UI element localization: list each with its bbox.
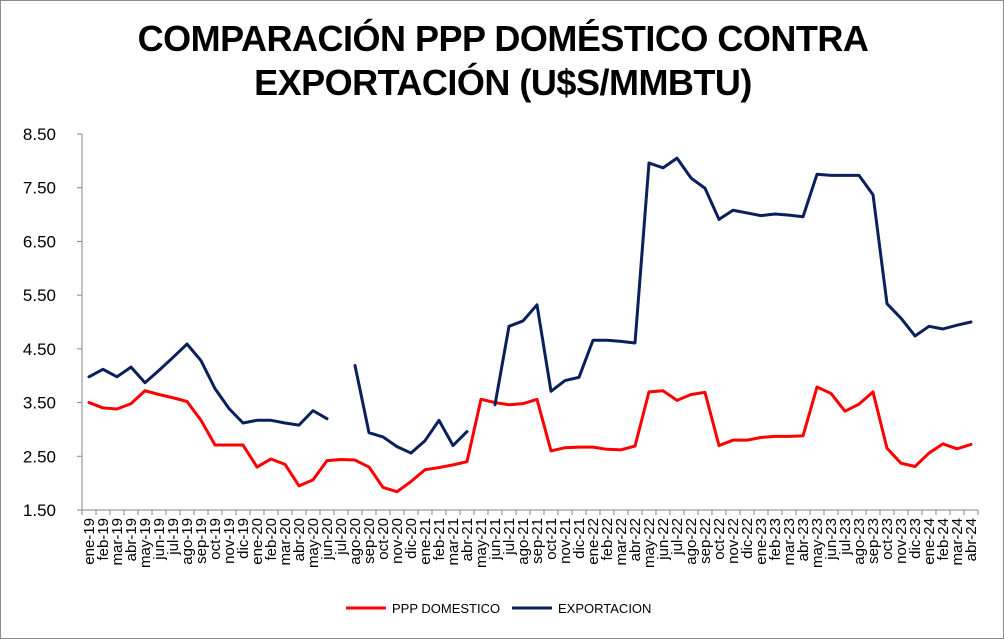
- x-tick-label: ago-22: [683, 518, 700, 565]
- x-tick-label: abr-21: [459, 518, 476, 561]
- x-tick-label: jun-19: [151, 518, 168, 561]
- x-tick-label: sep-19: [193, 518, 210, 564]
- chart-title-line-1: COMPARACIÓN PPP DOMÉSTICO CONTRA: [137, 18, 869, 59]
- y-tick-label: 7.50: [23, 179, 56, 198]
- x-tick-label: ene-23: [753, 518, 770, 565]
- x-tick-label: feb-24: [935, 518, 952, 561]
- x-tick-label: ago-23: [851, 518, 868, 565]
- x-tick-label: sep-23: [865, 518, 882, 564]
- x-tick-label: feb-19: [95, 518, 112, 561]
- x-tick-label: ago-19: [179, 518, 196, 565]
- x-tick-label: dic-22: [739, 518, 756, 559]
- x-tick-label: may-22: [641, 518, 658, 568]
- x-tick-label: nov-21: [557, 518, 574, 564]
- series-line-exportacion: [87, 156, 973, 455]
- x-tick-label: oct-22: [711, 518, 728, 560]
- x-tick-label: jun-20: [319, 518, 336, 561]
- x-tick-label: may-23: [809, 518, 826, 568]
- y-tick-label: 2.50: [23, 447, 56, 466]
- x-tick-label: ene-21: [417, 518, 434, 565]
- x-tick-label: dic-21: [571, 518, 588, 559]
- x-tick-label: jul-22: [669, 518, 686, 556]
- x-tick-label: jul-23: [837, 518, 854, 556]
- chart-title-line-2: EXPORTACIÓN (U$S/MMBTU): [254, 62, 752, 103]
- x-tick-label: feb-22: [599, 518, 616, 561]
- x-tick-label: ene-22: [585, 518, 602, 565]
- x-tick-label: ene-20: [249, 518, 266, 565]
- x-tick-label: may-20: [305, 518, 322, 568]
- x-tick-label: feb-20: [263, 518, 280, 561]
- x-tick-label: abr-22: [627, 518, 644, 561]
- x-tick-label: nov-23: [893, 518, 910, 564]
- y-tick-label: 1.50: [23, 501, 56, 520]
- x-tick-label: dic-23: [907, 518, 924, 559]
- x-tick-label: nov-20: [389, 518, 406, 564]
- x-tick-label: mar-21: [445, 518, 462, 566]
- x-tick-label: jul-21: [501, 518, 518, 556]
- x-tick-label: nov-22: [725, 518, 742, 564]
- x-tick-label: ago-21: [515, 518, 532, 565]
- x-tick-label: oct-23: [879, 518, 896, 560]
- legend-label-exportacion: EXPORTACION: [558, 601, 651, 616]
- x-tick-label: abr-23: [795, 518, 812, 561]
- x-tick-label: abr-24: [963, 518, 980, 561]
- x-tick-label: jun-22: [655, 518, 672, 561]
- series-line-ppp-domestico: [87, 385, 973, 494]
- x-tick-label: sep-22: [697, 518, 714, 564]
- x-tick-label: oct-20: [375, 518, 392, 560]
- x-tick-label: nov-19: [221, 518, 238, 564]
- x-tick-label: abr-19: [123, 518, 140, 561]
- x-tick-label: may-21: [473, 518, 490, 568]
- legend-label-ppp-domestico: PPP DOMESTICO: [392, 601, 500, 616]
- y-tick-label: 6.50: [23, 232, 56, 251]
- y-tick-label: 8.50: [23, 125, 56, 144]
- x-tick-label: sep-21: [529, 518, 546, 564]
- x-tick-label: may-19: [137, 518, 154, 568]
- x-tick-label: dic-20: [403, 518, 420, 559]
- x-tick-label: mar-20: [277, 518, 294, 566]
- x-tick-label: ene-19: [81, 518, 98, 565]
- chart-title: COMPARACIÓN PPP DOMÉSTICO CONTRA EXPORTA…: [1, 17, 1004, 105]
- x-tick-label: feb-21: [431, 518, 448, 561]
- x-tick-label: mar-24: [949, 518, 966, 566]
- x-tick-label: oct-19: [207, 518, 224, 560]
- y-tick-label: 4.50: [23, 340, 56, 359]
- x-tick-label: ago-20: [347, 518, 364, 565]
- x-tick-label: oct-21: [543, 518, 560, 560]
- x-tick-label: mar-19: [109, 518, 126, 566]
- x-tick-label: jul-20: [333, 518, 350, 556]
- y-tick-label: 5.50: [23, 286, 56, 305]
- x-tick-label: mar-23: [781, 518, 798, 566]
- x-tick-label: jun-21: [487, 518, 504, 561]
- x-tick-label: ene-24: [921, 518, 938, 565]
- x-tick-label: sep-20: [361, 518, 378, 564]
- x-tick-label: feb-23: [767, 518, 784, 561]
- x-tick-label: mar-22: [613, 518, 630, 566]
- x-tick-label: abr-20: [291, 518, 308, 561]
- x-tick-label: jun-23: [823, 518, 840, 561]
- x-tick-label: jul-19: [165, 518, 182, 556]
- y-tick-label: 3.50: [23, 394, 56, 413]
- x-tick-label: dic-19: [235, 518, 252, 559]
